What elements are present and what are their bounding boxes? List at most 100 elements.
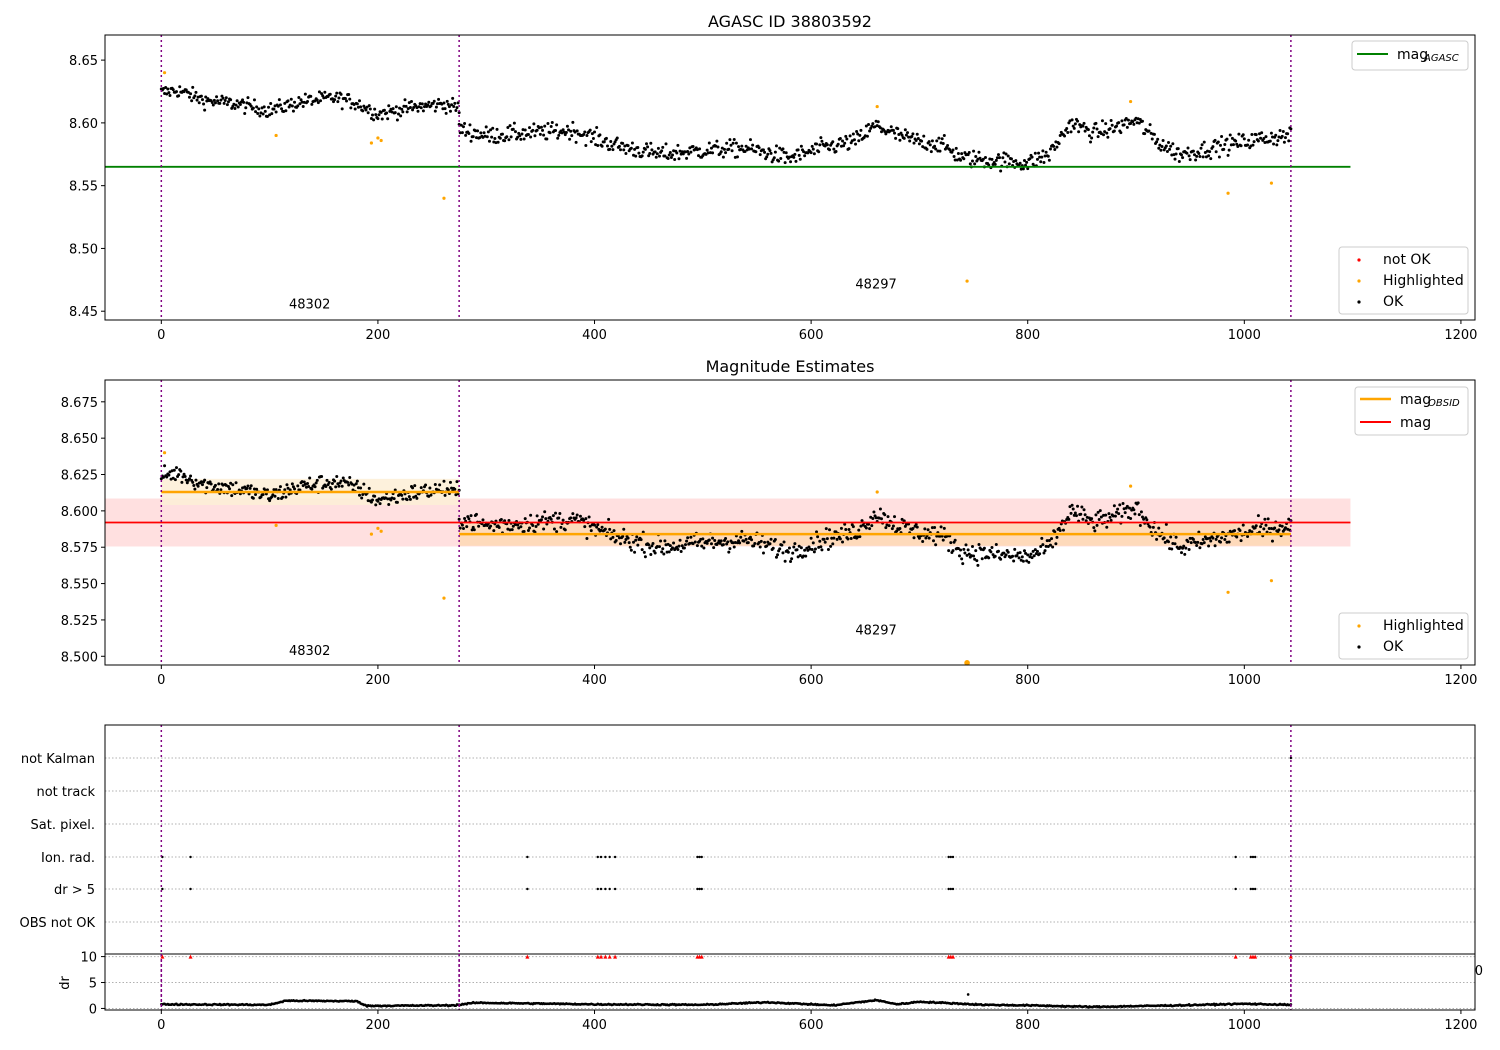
data-point-ok bbox=[518, 134, 522, 138]
flag-point bbox=[604, 887, 607, 891]
panel-agasc-legend-points: not OK Highlighted OK bbox=[1338, 246, 1469, 315]
data-point-ok bbox=[911, 132, 915, 136]
data-point-ok bbox=[378, 502, 382, 506]
data-point-ok bbox=[288, 488, 292, 492]
data-point-ok bbox=[1131, 120, 1135, 124]
data-point-ok bbox=[999, 169, 1003, 173]
data-point-ok bbox=[575, 513, 579, 517]
data-point-ok bbox=[677, 157, 681, 161]
data-point-ok bbox=[193, 487, 197, 491]
data-point-ok bbox=[1223, 142, 1227, 146]
data-point-ok bbox=[972, 554, 976, 558]
data-point-ok bbox=[542, 527, 546, 531]
data-point-ok bbox=[963, 551, 967, 555]
data-point-ok bbox=[230, 494, 234, 498]
data-point-ok bbox=[271, 493, 275, 497]
data-point-ok bbox=[870, 524, 874, 528]
data-point-ok bbox=[186, 90, 190, 94]
data-point-ok bbox=[285, 483, 289, 487]
data-point-ok bbox=[290, 104, 294, 108]
data-point-ok bbox=[826, 548, 830, 552]
data-point-ok bbox=[898, 526, 902, 530]
data-point-ok bbox=[274, 110, 278, 114]
data-point-ok bbox=[424, 483, 428, 487]
data-point-ok bbox=[1246, 534, 1250, 538]
data-point-ok bbox=[508, 124, 512, 128]
data-point-ok bbox=[796, 555, 800, 559]
data-point-ok bbox=[366, 111, 370, 115]
data-point-ok bbox=[1226, 153, 1230, 157]
data-point-ok bbox=[174, 90, 178, 94]
data-point-ok bbox=[1091, 130, 1095, 134]
data-point-ok bbox=[1112, 504, 1116, 508]
data-point-ok bbox=[1001, 156, 1005, 160]
data-point-ok bbox=[973, 557, 977, 561]
data-point-ok bbox=[621, 534, 625, 538]
flag-point bbox=[526, 855, 529, 859]
data-point-ok bbox=[1084, 519, 1088, 523]
data-point-ok bbox=[189, 92, 193, 96]
data-point-ok bbox=[419, 106, 423, 110]
data-point-ok bbox=[1200, 143, 1204, 147]
data-point-ok bbox=[793, 152, 797, 156]
data-point-ok bbox=[1126, 118, 1130, 122]
data-point-ok bbox=[975, 559, 979, 563]
data-point-ok bbox=[554, 511, 558, 515]
data-point-ok bbox=[238, 103, 242, 107]
data-point-ok bbox=[1198, 546, 1202, 550]
data-point-ok bbox=[209, 482, 213, 486]
data-point-ok bbox=[1263, 517, 1267, 521]
data-point-ok bbox=[334, 94, 338, 98]
data-point-ok bbox=[166, 87, 170, 91]
data-point-ok bbox=[1043, 549, 1047, 553]
data-point-ok bbox=[1063, 134, 1067, 138]
data-point-ok bbox=[1026, 167, 1030, 171]
data-point-ok bbox=[999, 557, 1003, 561]
x-tick-label: 0 bbox=[157, 328, 165, 343]
data-point-ok bbox=[187, 477, 191, 481]
data-point-ok bbox=[533, 530, 537, 534]
data-point-ok bbox=[871, 516, 875, 520]
data-point-ok bbox=[818, 539, 822, 543]
y-tick-label: 8.525 bbox=[61, 614, 98, 629]
data-point-ok bbox=[893, 131, 897, 135]
flag-row-label: not Kalman bbox=[21, 752, 95, 767]
data-point-ok bbox=[1239, 144, 1243, 148]
data-point-ok bbox=[346, 480, 350, 484]
data-point-ok bbox=[196, 484, 200, 488]
data-point-ok bbox=[1096, 510, 1100, 514]
data-point-ok bbox=[1044, 150, 1048, 154]
data-point-ok bbox=[1123, 511, 1127, 515]
data-point-ok bbox=[1046, 154, 1050, 158]
data-point-ok bbox=[962, 157, 966, 161]
data-point-ok bbox=[1009, 157, 1013, 161]
panel-agasc-plot: 48302 48297 0 200 400 600 800 1000 1200 8.45 8.50 8… bbox=[69, 35, 1477, 343]
data-point-ok bbox=[1079, 512, 1083, 516]
data-point-ok bbox=[872, 510, 876, 514]
data-point-ok bbox=[1191, 149, 1195, 153]
data-point-ok bbox=[567, 128, 571, 132]
data-point-ok bbox=[915, 132, 919, 136]
data-point-ok bbox=[415, 496, 419, 500]
data-point-ok bbox=[245, 486, 249, 490]
flag-row-label: Sat. pixel. bbox=[31, 818, 95, 833]
data-point-ok bbox=[860, 519, 864, 523]
data-point-ok bbox=[1176, 147, 1180, 151]
data-point-ok bbox=[215, 95, 219, 99]
data-point-ok bbox=[519, 137, 523, 141]
data-point-ok bbox=[844, 528, 848, 532]
data-point-ok bbox=[1092, 526, 1096, 530]
data-point-ok bbox=[286, 99, 290, 103]
data-point-ok bbox=[511, 127, 515, 131]
data-point-ok bbox=[339, 92, 343, 96]
data-point-ok bbox=[178, 85, 182, 89]
data-point-ok bbox=[1247, 138, 1251, 142]
data-point-ok bbox=[890, 527, 894, 531]
data-point-ok bbox=[1242, 137, 1246, 141]
data-point-ok bbox=[1181, 156, 1185, 160]
data-point-ok bbox=[1086, 128, 1090, 132]
data-point-ok bbox=[1265, 530, 1269, 534]
data-point-ok bbox=[768, 542, 772, 546]
y-tick-label: 0 bbox=[89, 1002, 97, 1017]
